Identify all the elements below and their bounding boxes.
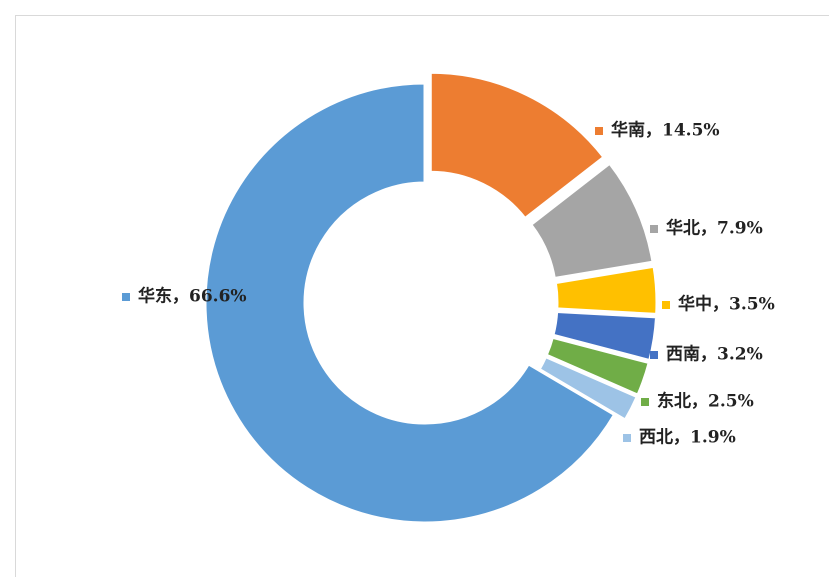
data-label: 西北，1.9% [639, 428, 736, 448]
label-marker [595, 127, 603, 135]
data-label: 华中，3.5% [678, 294, 775, 315]
label-marker [650, 225, 658, 233]
label-marker [641, 398, 649, 406]
label-marker [623, 434, 631, 442]
data-label: 华东，66.6% [138, 286, 247, 307]
slice [551, 309, 659, 363]
chart-frame [15, 15, 829, 577]
data-label: 华南，14.5% [611, 120, 720, 141]
data-label: 西南，3.2% [666, 344, 763, 365]
slice [553, 264, 659, 316]
label-marker [650, 351, 658, 359]
slice [203, 81, 617, 525]
slice [528, 161, 655, 281]
data-label: 东北，2.5% [657, 391, 754, 412]
label-marker [122, 293, 130, 301]
data-label: 华北，7.9% [666, 218, 763, 239]
slice [544, 335, 652, 398]
slice [428, 70, 607, 221]
label-marker [662, 301, 670, 309]
